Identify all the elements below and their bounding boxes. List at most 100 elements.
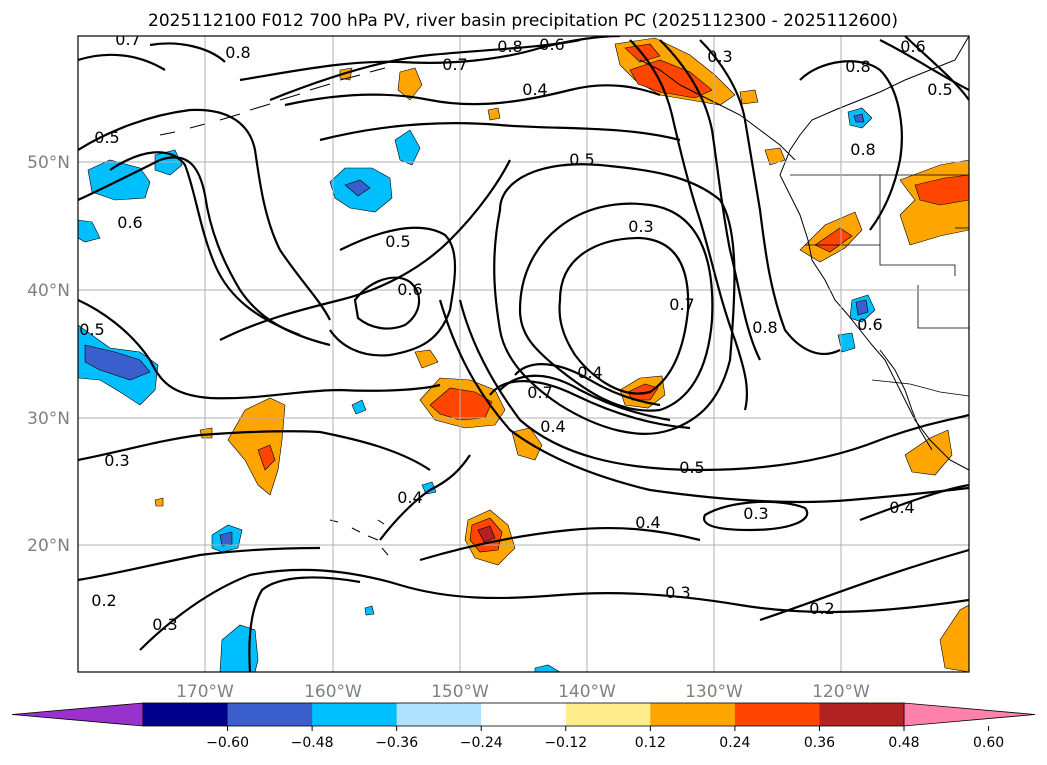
contour-closed-low-inner: [558, 236, 690, 395]
lon-label-160w: 160°W: [304, 682, 362, 702]
map-background: [78, 36, 969, 672]
contour-label: 0.4: [577, 363, 602, 382]
contour-north-04: [284, 84, 661, 107]
shade-positive-west-pacific-core: [257, 444, 276, 471]
coastline-north-america: [779, 36, 969, 471]
colorbar-extend-low: [11, 702, 144, 727]
coastline-alaska-panhandle: [639, 59, 796, 161]
lat-label-20n: 20°N: [27, 536, 70, 556]
contour-label: 0.4: [635, 513, 660, 532]
colorbar-tick-label: 0.48: [888, 735, 919, 751]
shade-positive-gulf-alaska: [397, 67, 423, 101]
contour-hawaii-04: [379, 454, 471, 541]
border-state-1: [879, 175, 956, 276]
contour-ridge-08-east: [699, 39, 841, 355]
colorbar-swatch: [227, 703, 313, 726]
shade-positive-california-north-core: [814, 227, 853, 253]
contour-east-08-loop: [799, 60, 903, 231]
shade-positive-misc-2: [764, 147, 786, 166]
contour-northwest-small-2: [149, 42, 226, 63]
shade-negative-sw-small: [364, 605, 375, 616]
contour-west-02: [78, 546, 321, 582]
contour-label: 0.8: [225, 43, 250, 62]
contour-label: 0.5: [385, 232, 410, 251]
contour-label: 0.8: [845, 57, 870, 76]
contour-westridge-06: [78, 156, 331, 347]
contour-west-05-lower: [78, 298, 441, 400]
contour-label: 0.8: [850, 140, 875, 159]
contour-label: 0.4: [522, 80, 547, 99]
colorbar-swatch: [396, 703, 482, 726]
lon-label-120w: 120°W: [812, 682, 870, 702]
colorbar-swatch: [143, 703, 229, 726]
border-us-mexico: [871, 379, 969, 397]
colorbar-tick-label: 0.60: [973, 735, 1004, 751]
contour-small-03: [702, 500, 809, 532]
contour-label: 0.4: [397, 488, 422, 507]
shade-negative-hawaii-small: [421, 481, 437, 495]
colorbar-extend-high: [903, 702, 1036, 727]
contour-south-02: [759, 548, 969, 622]
contour-label: 0.6: [397, 280, 422, 299]
shade-positive-misc-7: [154, 497, 164, 507]
contour-label: 0.2: [809, 599, 834, 618]
contour-label: 0.3: [152, 615, 177, 634]
shade-positive-misc-5: [487, 107, 501, 121]
contour-west-03: [78, 430, 431, 471]
contour-north-07: [239, 36, 621, 82]
colorbar-swatch: [481, 703, 567, 726]
contour-label: 0.2: [91, 591, 116, 610]
colorbar-tick-label: −0.48: [291, 735, 334, 751]
contour-label: 0.6: [539, 35, 564, 54]
shade-negative-southwest-core: [219, 531, 233, 547]
colorbar-tick-label: −0.12: [544, 735, 587, 751]
contour-label: 0.6: [900, 37, 925, 56]
shade-positive-central-pacific-core: [429, 387, 493, 421]
map-frame: [77, 35, 970, 673]
contour-mid-06: [353, 276, 421, 330]
shade-negative-west-edge-core: [84, 344, 151, 381]
colorbar-swatch: [734, 703, 820, 726]
contour-tight-ring-b: [499, 374, 671, 422]
contour-closed-low-outer: [518, 202, 714, 412]
lat-label-30n: 30°N: [27, 409, 70, 429]
map-panel: 0.7 0.8 0.7 0.8 0.6 0.3 0.6 0.5 0.8 0.4 …: [77, 30, 970, 673]
contour-label: 0.3: [743, 504, 768, 523]
lon-label-130w: 130°W: [685, 682, 743, 702]
shade-negative-central-small: [351, 399, 367, 415]
contour-label: 0.7: [669, 295, 694, 314]
colorbar: −0.60 −0.48 −0.36 −0.24 −0.12 0.12 0.24 0.36 0.4…: [11, 702, 1036, 751]
shade-positive-misc-6: [739, 89, 759, 105]
colorbar-tick-label: 0.24: [719, 735, 750, 751]
contour-vertical-west: [248, 576, 361, 672]
shade-positive-south-edge: [939, 604, 969, 672]
colorbar-tick-label: 0.12: [635, 735, 666, 751]
pv-contours: [78, 36, 969, 672]
shade-positive-hawaii-south-max: [477, 525, 496, 543]
contour-label: 0.5: [927, 80, 952, 99]
contour-labels: 0.7 0.8 0.7 0.8 0.6 0.3 0.6 0.5 0.8 0.4 …: [79, 30, 952, 634]
colorbar-frame: [142, 702, 905, 727]
longitude-labels: 170°W 160°W 150°W 140°W 130°W 120°W: [176, 682, 870, 702]
contour-mid-05: [329, 226, 457, 357]
contour-tight-ring-c: [489, 380, 691, 430]
contour-northwest-small: [78, 53, 166, 71]
shade-positive-west-pacific: [227, 397, 286, 496]
shade-negative-aleutian: [394, 129, 421, 166]
lat-label-50n: 50°N: [27, 153, 70, 173]
contour-north-05: [319, 122, 681, 142]
contour-label: 0.8: [752, 318, 777, 337]
colorbar-tick-label: −0.60: [206, 735, 249, 751]
contour-label: 0.3: [628, 217, 653, 236]
shade-positive-baja: [904, 429, 953, 476]
contour-low-ring-3: [493, 163, 736, 435]
colorbar-swatch: [650, 703, 736, 726]
shade-positive-interior-west-core: [914, 174, 969, 206]
contour-label: 0.7: [115, 30, 140, 49]
contour-label: 0.3: [104, 451, 129, 470]
contour-label: 0.5: [679, 458, 704, 477]
colorbar-tick-label: −0.36: [375, 735, 418, 751]
contour-ridge-07-east: [659, 39, 761, 361]
figure-title: 2025112100 F012 700 hPa PV, river basin …: [148, 11, 898, 31]
